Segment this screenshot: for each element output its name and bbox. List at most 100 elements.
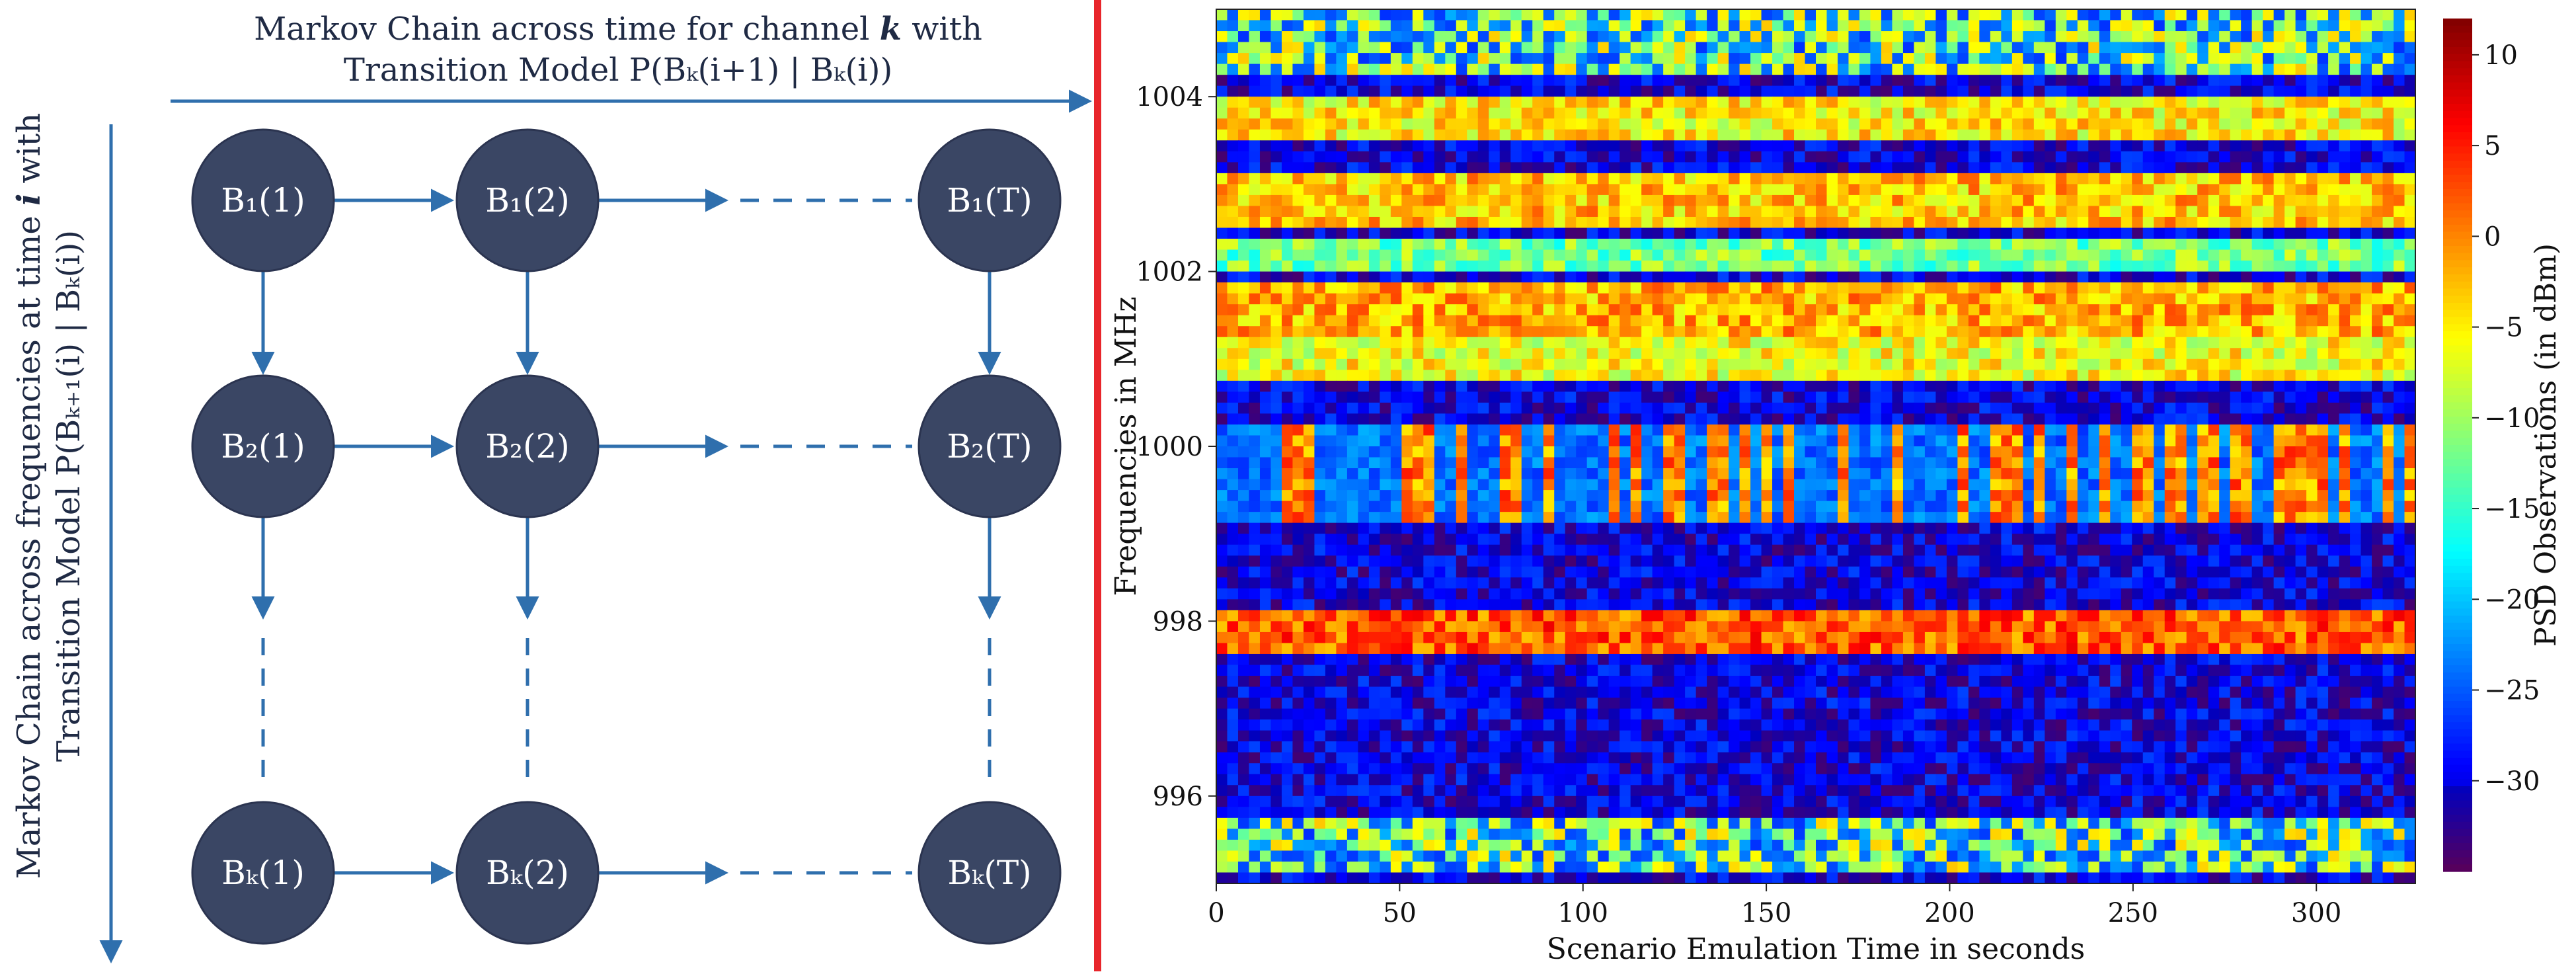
heatmap-cell <box>1314 381 1325 392</box>
heatmap-cell <box>2165 118 2176 130</box>
heatmap-cell <box>1620 446 1631 458</box>
heatmap-cell <box>2339 359 2351 370</box>
heatmap-cell <box>1990 359 2002 370</box>
heatmap-cell <box>1423 53 1434 64</box>
heatmap-cell <box>1238 130 1249 141</box>
heatmap-cell <box>1554 130 1565 141</box>
heatmap-cell <box>2306 294 2318 305</box>
heatmap-cell <box>1238 315 1249 327</box>
heatmap-cell <box>1641 75 1653 86</box>
heatmap-cell <box>2372 294 2383 305</box>
heatmap-cell <box>1718 64 1729 75</box>
heatmap-cell <box>2023 86 2034 97</box>
heatmap-cell <box>2132 326 2143 337</box>
heatmap-cell <box>1750 425 1762 436</box>
heatmap-cell <box>1947 479 1958 491</box>
heatmap-cell <box>2230 9 2242 20</box>
heatmap-cell <box>1979 391 1990 403</box>
heatmap-cell <box>2165 490 2176 501</box>
heatmap-cell <box>1674 108 1686 119</box>
heatmap-cell <box>1434 151 1446 163</box>
heatmap-cell <box>2187 315 2198 327</box>
heatmap-cell <box>2394 108 2405 119</box>
heatmap-cell <box>2088 53 2099 64</box>
heatmap-cell <box>1794 184 1805 195</box>
heatmap-cell <box>1772 337 1783 348</box>
heatmap-cell <box>1870 326 1881 337</box>
heatmap-cell <box>1892 261 1903 272</box>
heatmap-cell <box>2318 53 2329 64</box>
heatmap-cell <box>2296 184 2307 195</box>
heatmap-cell <box>2306 31 2318 42</box>
heatmap-cell <box>1663 381 1674 392</box>
heatmap-cell <box>1707 217 1718 228</box>
heatmap-cell <box>1270 140 1282 151</box>
heatmap-cell <box>1456 490 1467 501</box>
heatmap-cell <box>1489 294 1500 305</box>
heatmap-cell <box>1685 97 1696 108</box>
heatmap-cell <box>1696 348 1707 359</box>
heatmap-cell <box>1478 239 1489 250</box>
heatmap-cell <box>1740 130 1751 141</box>
heatmap-cell <box>2143 435 2154 446</box>
heatmap-cell <box>2306 108 2318 119</box>
heatmap-cell <box>2306 173 2318 184</box>
heatmap-cell <box>1794 458 1805 469</box>
heatmap-cell <box>1500 304 1511 315</box>
heatmap-cell <box>1445 195 1456 206</box>
heatmap-cell <box>1674 228 1686 239</box>
heatmap-cell <box>1903 195 1914 206</box>
heatmap-cell <box>2284 173 2296 184</box>
heatmap-cell <box>1685 140 1696 151</box>
heatmap-cell <box>2208 217 2220 228</box>
heatmap-cell <box>1696 31 1707 42</box>
heatmap-cell <box>1434 206 1446 217</box>
heatmap-cell <box>2318 250 2329 261</box>
heatmap-cell <box>1620 391 1631 403</box>
heatmap-cell <box>2405 130 2416 141</box>
heatmap-cell <box>1816 75 1827 86</box>
heatmap-cell <box>1249 239 1260 250</box>
heatmap-cell <box>1653 108 1664 119</box>
heatmap-cell <box>1554 391 1565 403</box>
heatmap-cell <box>1238 261 1249 272</box>
heatmap-cell <box>1772 446 1783 458</box>
heatmap-cell <box>2099 458 2111 469</box>
heatmap-cell <box>2078 272 2089 283</box>
heatmap-cell <box>1292 337 1304 348</box>
heatmap-cell <box>1750 173 1762 184</box>
heatmap-cell <box>2405 162 2416 173</box>
heatmap-cell <box>1750 337 1762 348</box>
heatmap-cell <box>2099 261 2111 272</box>
heatmap-cell <box>2154 53 2165 64</box>
heatmap-cell <box>2339 195 2351 206</box>
heatmap-cell <box>1685 9 1696 20</box>
heatmap-cell <box>1859 425 1871 436</box>
heatmap-cell <box>1336 348 1347 359</box>
heatmap-cell <box>1838 53 1849 64</box>
heatmap-cell <box>2394 370 2405 381</box>
heatmap-cell <box>1413 151 1424 163</box>
heatmap-cell <box>1270 479 1282 491</box>
heatmap-cell <box>1401 304 1413 315</box>
heatmap-cell <box>2372 261 2383 272</box>
heatmap-cell <box>1729 337 1740 348</box>
heatmap-cell <box>2263 468 2274 479</box>
heatmap-cell <box>2274 272 2285 283</box>
heatmap-cell <box>1467 151 1478 163</box>
heatmap-cell <box>2121 261 2132 272</box>
heatmap-cell <box>1565 326 1577 337</box>
heatmap-cell <box>1260 9 1271 20</box>
heatmap-cell <box>1565 239 1577 250</box>
heatmap-cell <box>1859 86 1871 97</box>
heatmap-cell <box>1762 370 1773 381</box>
heatmap-cell <box>1979 425 1990 436</box>
heatmap-cell <box>1347 195 1358 206</box>
heatmap-cell <box>1358 391 1369 403</box>
heatmap-cell <box>1750 261 1762 272</box>
heatmap-cell <box>2132 261 2143 272</box>
heatmap-cell <box>2175 75 2187 86</box>
heatmap-cell <box>1423 326 1434 337</box>
heatmap-cell <box>1903 326 1914 337</box>
heatmap-cell <box>1270 425 1282 436</box>
